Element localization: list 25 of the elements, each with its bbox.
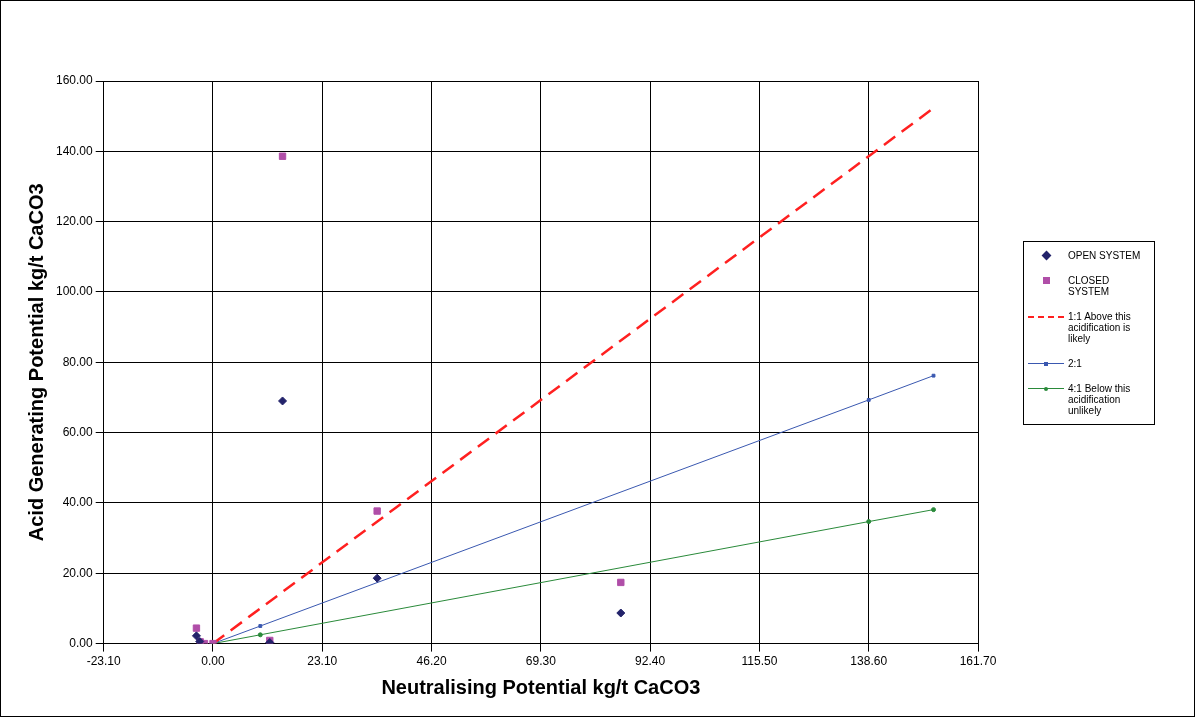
legend-label: OPEN SYSTEM (1068, 250, 1141, 261)
y-tick-label: 20.00 (62, 565, 94, 580)
legend-label: 2:1 (1068, 358, 1082, 369)
y-tick-label: 60.00 (62, 424, 94, 439)
y-axis-title: Acid Generating Potential kg/t CaCO3 (24, 183, 47, 542)
x-tick-label: 161.70 (959, 654, 997, 669)
y-tick-label: 80.00 (62, 354, 94, 369)
x-tick-label: 69.30 (525, 654, 557, 669)
y-tick-label: 0.00 (69, 635, 94, 650)
legend-label: CLOSED SYSTEM (1068, 275, 1111, 297)
y-tick-label: 160.00 (56, 73, 94, 88)
legend-label: 1:1 Above this acidification is likely (1068, 311, 1132, 344)
y-tick-label: 40.00 (62, 495, 94, 510)
x-tick-label: -23.10 (86, 654, 122, 669)
x-tick-label: 92.40 (635, 654, 666, 669)
x-tick-label: 0.00 (201, 654, 225, 669)
y-tick-label: 100.00 (56, 284, 94, 299)
x-tick-label: 46.20 (416, 654, 447, 669)
x-tick-label: 23.10 (307, 654, 338, 669)
y-tick-label: 120.00 (56, 213, 94, 228)
x-axis-title: Neutralising Potential kg/t CaCO3 (381, 675, 701, 698)
x-tick-label: 115.50 (741, 654, 778, 669)
y-tick-label: 140.00 (56, 143, 94, 158)
x-tick-label: 138.60 (850, 654, 888, 669)
legend-label: 4:1 Below this acidification unlikely (1068, 383, 1132, 416)
